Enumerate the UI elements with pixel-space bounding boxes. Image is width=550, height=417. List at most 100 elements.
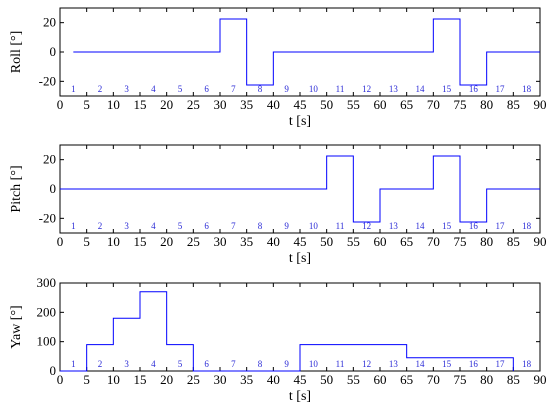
yaw-x-tick-label: 55 <box>347 372 360 387</box>
pitch-y-tick-label: -20 <box>39 210 56 225</box>
pitch-segment-label: 17 <box>496 221 506 231</box>
yaw-segment-label: 6 <box>204 359 209 369</box>
roll-y-tick-label: 0 <box>50 44 57 59</box>
roll-x-tick-label: 55 <box>347 97 360 112</box>
yaw-plot: 0 5 10 15 20 25 30 35 40 45 50 55 60 65 70 75 80 85 900100… <box>9 275 547 404</box>
yaw-segment-label: 4 <box>151 359 156 369</box>
roll-y-axis-label: Roll [°] <box>9 31 24 74</box>
pitch-x-tick-label: 45 <box>294 234 307 249</box>
pitch-segment-label: 11 <box>336 221 345 231</box>
pitch-x-axis-label: t [s] <box>289 251 311 266</box>
pitch-segment-label: 6 <box>204 221 209 231</box>
roll-x-tick-label: 45 <box>294 97 307 112</box>
pitch-segment-label: 1 <box>71 221 76 231</box>
yaw-x-tick-label: 5 <box>83 372 90 387</box>
yaw-segment-label: 3 <box>124 359 129 369</box>
roll-y-tick-label: 20 <box>43 15 56 30</box>
roll-segment-label: 6 <box>204 84 209 94</box>
roll-x-tick-label: 60 <box>374 97 387 112</box>
roll-y-tick-label: -20 <box>39 73 56 88</box>
pitch-segment-label: 12 <box>362 221 371 231</box>
yaw-y-tick-label: 0 <box>50 363 57 378</box>
roll-segment-label: 10 <box>309 84 319 94</box>
pitch-x-tick-label: 80 <box>480 234 493 249</box>
roll-segment-label: 12 <box>362 84 371 94</box>
roll-segment-label: 13 <box>389 84 399 94</box>
yaw-segment-label: 16 <box>469 359 479 369</box>
yaw-x-tick-label: 30 <box>214 372 227 387</box>
yaw-segment-label: 5 <box>178 359 183 369</box>
pitch-x-tick-label: 20 <box>160 234 173 249</box>
pitch-segment-label: 7 <box>231 221 236 231</box>
roll-segment-label: 14 <box>416 84 426 94</box>
pitch-segment-label: 2 <box>98 221 103 231</box>
roll-x-tick-label: 85 <box>507 97 520 112</box>
pitch-segment-label: 16 <box>469 221 479 231</box>
pitch-segment-label: 8 <box>258 221 263 231</box>
yaw-x-tick-label: 70 <box>427 372 440 387</box>
roll-series-line <box>73 18 540 86</box>
pitch-segment-label: 5 <box>178 221 183 231</box>
yaw-segment-label: 12 <box>362 359 371 369</box>
roll-x-tick-label: 25 <box>187 97 200 112</box>
pitch-x-tick-label: 90 <box>534 234 547 249</box>
roll-segment-label: 1 <box>71 84 76 94</box>
yaw-x-tick-label: 75 <box>454 372 467 387</box>
roll-segment-label: 18 <box>522 84 532 94</box>
pitch-segment-label: 9 <box>284 221 289 231</box>
pitch-x-tick-label: 40 <box>267 234 280 249</box>
pitch-x-tick-label: 10 <box>107 234 120 249</box>
roll-x-tick-label: 15 <box>134 97 147 112</box>
pitch-y-tick-label: 20 <box>43 152 56 167</box>
pitch-x-tick-label: 85 <box>507 234 520 249</box>
pitch-x-tick-label: 65 <box>400 234 413 249</box>
yaw-segment-label: 2 <box>98 359 103 369</box>
roll-x-tick-label: 50 <box>320 97 333 112</box>
pitch-segment-label: 14 <box>416 221 426 231</box>
yaw-x-tick-label: 20 <box>160 372 173 387</box>
pitch-segment-label: 13 <box>389 221 399 231</box>
pitch-x-tick-label: 75 <box>454 234 467 249</box>
pitch-y-axis-label: Pitch [°] <box>9 165 24 212</box>
yaw-segment-label: 10 <box>309 359 319 369</box>
yaw-y-axis-label: Yaw [°] <box>9 305 24 348</box>
yaw-segment-label: 1 <box>71 359 76 369</box>
yaw-x-tick-label: 80 <box>480 372 493 387</box>
roll-segment-label: 16 <box>469 84 479 94</box>
pitch-x-tick-label: 30 <box>214 234 227 249</box>
yaw-segment-label: 9 <box>284 359 289 369</box>
yaw-segment-label: 7 <box>231 359 236 369</box>
pitch-x-tick-label: 55 <box>347 234 360 249</box>
yaw-x-tick-label: 85 <box>507 372 520 387</box>
pitch-segment-label: 15 <box>442 221 452 231</box>
roll-segment-label: 8 <box>258 84 263 94</box>
roll-segment-label: 2 <box>98 84 103 94</box>
pitch-segment-label: 18 <box>522 221 532 231</box>
roll-x-tick-label: 75 <box>454 97 467 112</box>
pitch-series-line <box>60 155 540 223</box>
yaw-x-tick-label: 40 <box>267 372 280 387</box>
yaw-x-tick-label: 50 <box>320 372 333 387</box>
yaw-y-tick-label: 300 <box>37 275 57 290</box>
roll-x-tick-label: 40 <box>267 97 280 112</box>
roll-segment-label: 17 <box>496 84 506 94</box>
roll-plot: 0 5 10 15 20 25 30 35 40 45 50 55 60 65 70 75 80 85 90-200… <box>9 7 547 129</box>
yaw-segment-label: 17 <box>496 359 506 369</box>
roll-segment-label: 7 <box>231 84 236 94</box>
yaw-x-tick-label: 15 <box>134 372 147 387</box>
pitch-x-tick-label: 70 <box>427 234 440 249</box>
pitch-y-tick-label: 0 <box>50 181 57 196</box>
pitch-x-tick-label: 5 <box>83 234 90 249</box>
pitch-plot: 0 5 10 15 20 25 30 35 40 45 50 55 60 65 70 75 80 85 90-200… <box>9 144 547 266</box>
yaw-segment-label: 8 <box>258 359 263 369</box>
yaw-x-tick-label: 65 <box>400 372 413 387</box>
roll-segment-label: 4 <box>151 84 156 94</box>
yaw-x-tick-label: 45 <box>294 372 307 387</box>
roll-x-tick-label: 80 <box>480 97 493 112</box>
roll-segment-label: 15 <box>442 84 452 94</box>
yaw-segment-label: 18 <box>522 359 532 369</box>
yaw-x-axis-label: t [s] <box>289 389 311 404</box>
roll-x-tick-label: 70 <box>427 97 440 112</box>
roll-x-axis-label: t [s] <box>289 114 311 129</box>
